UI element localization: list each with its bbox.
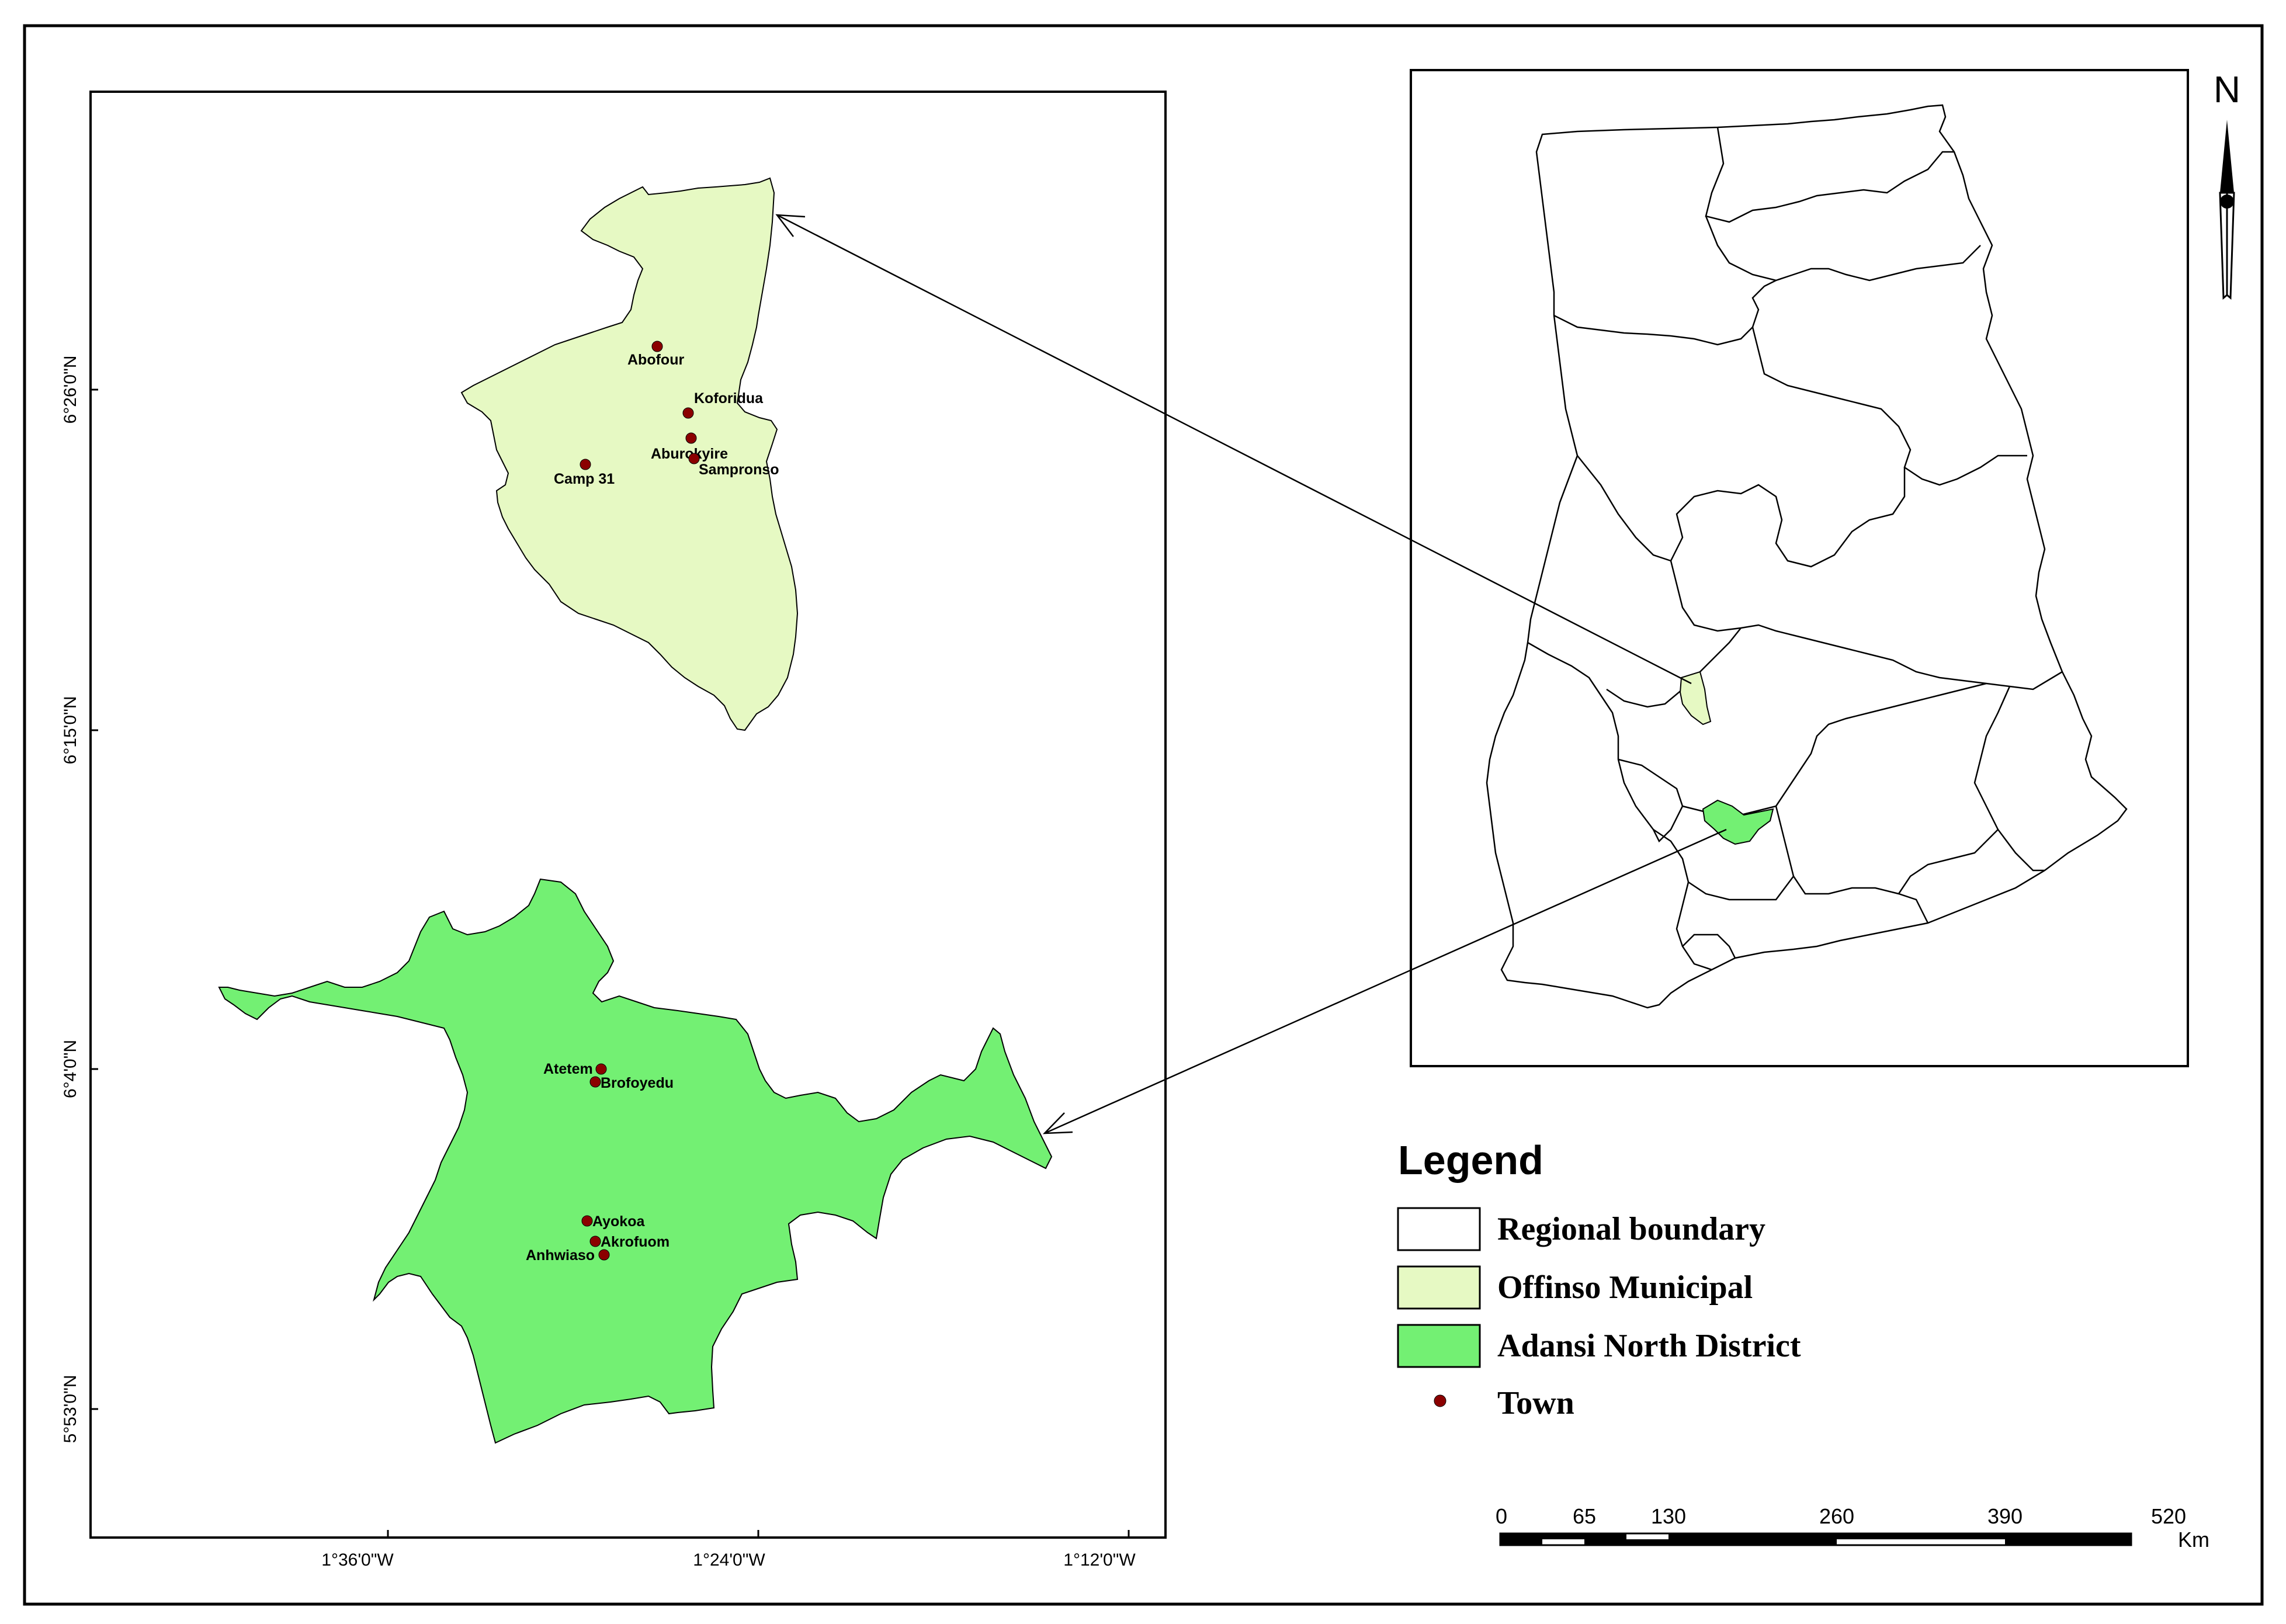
legend-label: Offinso Municipal xyxy=(1497,1269,1753,1306)
inset-map-frame xyxy=(1410,69,2189,1067)
latitude-graticule: 6°26'0"N 6°15'0"N 6°4'0"N 5°53'0"N xyxy=(61,356,98,1443)
town-marker xyxy=(685,432,697,444)
town-label: Akrofuom xyxy=(601,1234,670,1250)
north-arrow-pivot xyxy=(2220,195,2234,209)
longitude-label: 1°36'0"W xyxy=(321,1550,394,1570)
town-marker xyxy=(589,1076,601,1088)
longitude-graticule: 1°36'0"W 1°24'0"W 1°12'0"W xyxy=(321,1530,1136,1570)
ghana-country-outline xyxy=(1486,104,2128,1009)
regional-boundary xyxy=(1682,934,1736,959)
regional-boundary xyxy=(1973,686,2045,872)
inset-adansi-highlight xyxy=(1702,799,1774,845)
regional-boundary xyxy=(1898,829,1999,894)
scale-tick-label: 390 xyxy=(1987,1504,2023,1528)
town-label: Camp 31 xyxy=(554,471,615,487)
legend-title: Legend xyxy=(1398,1137,1543,1183)
legend: Legend Regional boundary Offinso Municip… xyxy=(1397,1137,1801,1421)
regional-boundary xyxy=(1705,127,1954,223)
regional-boundary xyxy=(1775,806,1929,924)
town-label: Anhwiaso xyxy=(526,1247,595,1264)
north-arrow: N xyxy=(2214,68,2240,300)
adansi-north-polygon xyxy=(218,878,1053,1444)
latitude-label: 6°15'0"N xyxy=(61,696,80,765)
town-marker xyxy=(589,1236,601,1247)
offinso-arrowhead xyxy=(775,214,806,237)
regional-boundary xyxy=(1527,641,1712,971)
regional-boundary xyxy=(1618,758,1684,843)
legend-label: Regional boundary xyxy=(1497,1211,1765,1247)
longitude-label: 1°12'0"W xyxy=(1063,1550,1136,1570)
latitude-label: 5°53'0"N xyxy=(61,1375,80,1443)
scale-tick-label: 520 xyxy=(2151,1504,2186,1528)
north-label: N xyxy=(2214,68,2240,110)
town-label: Sampronso xyxy=(699,461,779,478)
adansi-arrowhead xyxy=(1042,1112,1073,1134)
regional-boundary xyxy=(1751,327,2027,486)
ghana-regional-boundaries xyxy=(1486,104,2128,1009)
regional-boundary xyxy=(1682,682,1987,819)
regional-boundary xyxy=(1688,876,1794,901)
scale-bar: 0 65 130 260 390 520 Km xyxy=(1496,1504,2209,1552)
offinso-municipal-polygon xyxy=(460,177,799,731)
legend-label: Adansi North District xyxy=(1497,1328,1801,1364)
town-label: Abofour xyxy=(627,352,684,368)
regional-boundary xyxy=(1577,455,1906,568)
longitude-label: 1°24'0"W xyxy=(693,1550,765,1570)
town-marker xyxy=(595,1063,607,1075)
offinso-towns: Abofour Koforidua Aburokyire Sampronso C… xyxy=(554,341,779,487)
regional-boundary xyxy=(1705,216,1981,282)
town-marker xyxy=(598,1249,610,1261)
town-label: Brofoyedu xyxy=(601,1075,674,1091)
legend-swatch-adansi xyxy=(1397,1324,1481,1368)
legend-swatch-town xyxy=(1434,1394,1446,1407)
legend-swatch-offinso xyxy=(1397,1265,1481,1310)
legend-label: Town xyxy=(1497,1385,1574,1421)
offinso-leader-line xyxy=(776,214,1692,685)
town-label: Koforidua xyxy=(694,390,764,407)
town-label: Ayokoa xyxy=(592,1213,645,1230)
regional-boundary xyxy=(1670,560,2063,690)
town-marker xyxy=(682,407,694,419)
latitude-label: 6°4'0"N xyxy=(61,1040,80,1098)
leader-arrows xyxy=(775,214,1727,1134)
scale-unit: Km xyxy=(2178,1528,2209,1552)
regional-boundary xyxy=(1553,279,1777,346)
adansi-towns: Atetem Brofoyedu Ayokoa Akrofuom Anhwias… xyxy=(526,1061,674,1264)
adansi-leader-line xyxy=(1044,828,1727,1134)
town-marker xyxy=(580,459,591,470)
scale-tick-label: 130 xyxy=(1651,1504,1686,1528)
town-label: Atetem xyxy=(543,1061,593,1077)
town-marker xyxy=(581,1215,593,1227)
scale-tick-label: 260 xyxy=(1819,1504,1854,1528)
legend-swatch-regional-boundary xyxy=(1397,1207,1481,1251)
inset-offinso-highlight xyxy=(1679,671,1712,726)
town-marker xyxy=(688,453,700,464)
north-arrow-needle-top xyxy=(2220,120,2234,193)
scale-tick-label: 0 xyxy=(1496,1504,1507,1528)
outer-frame xyxy=(23,24,2264,1606)
latitude-label: 6°26'0"N xyxy=(61,356,80,424)
town-marker xyxy=(651,341,663,352)
scale-tick-label: 65 xyxy=(1573,1504,1596,1528)
